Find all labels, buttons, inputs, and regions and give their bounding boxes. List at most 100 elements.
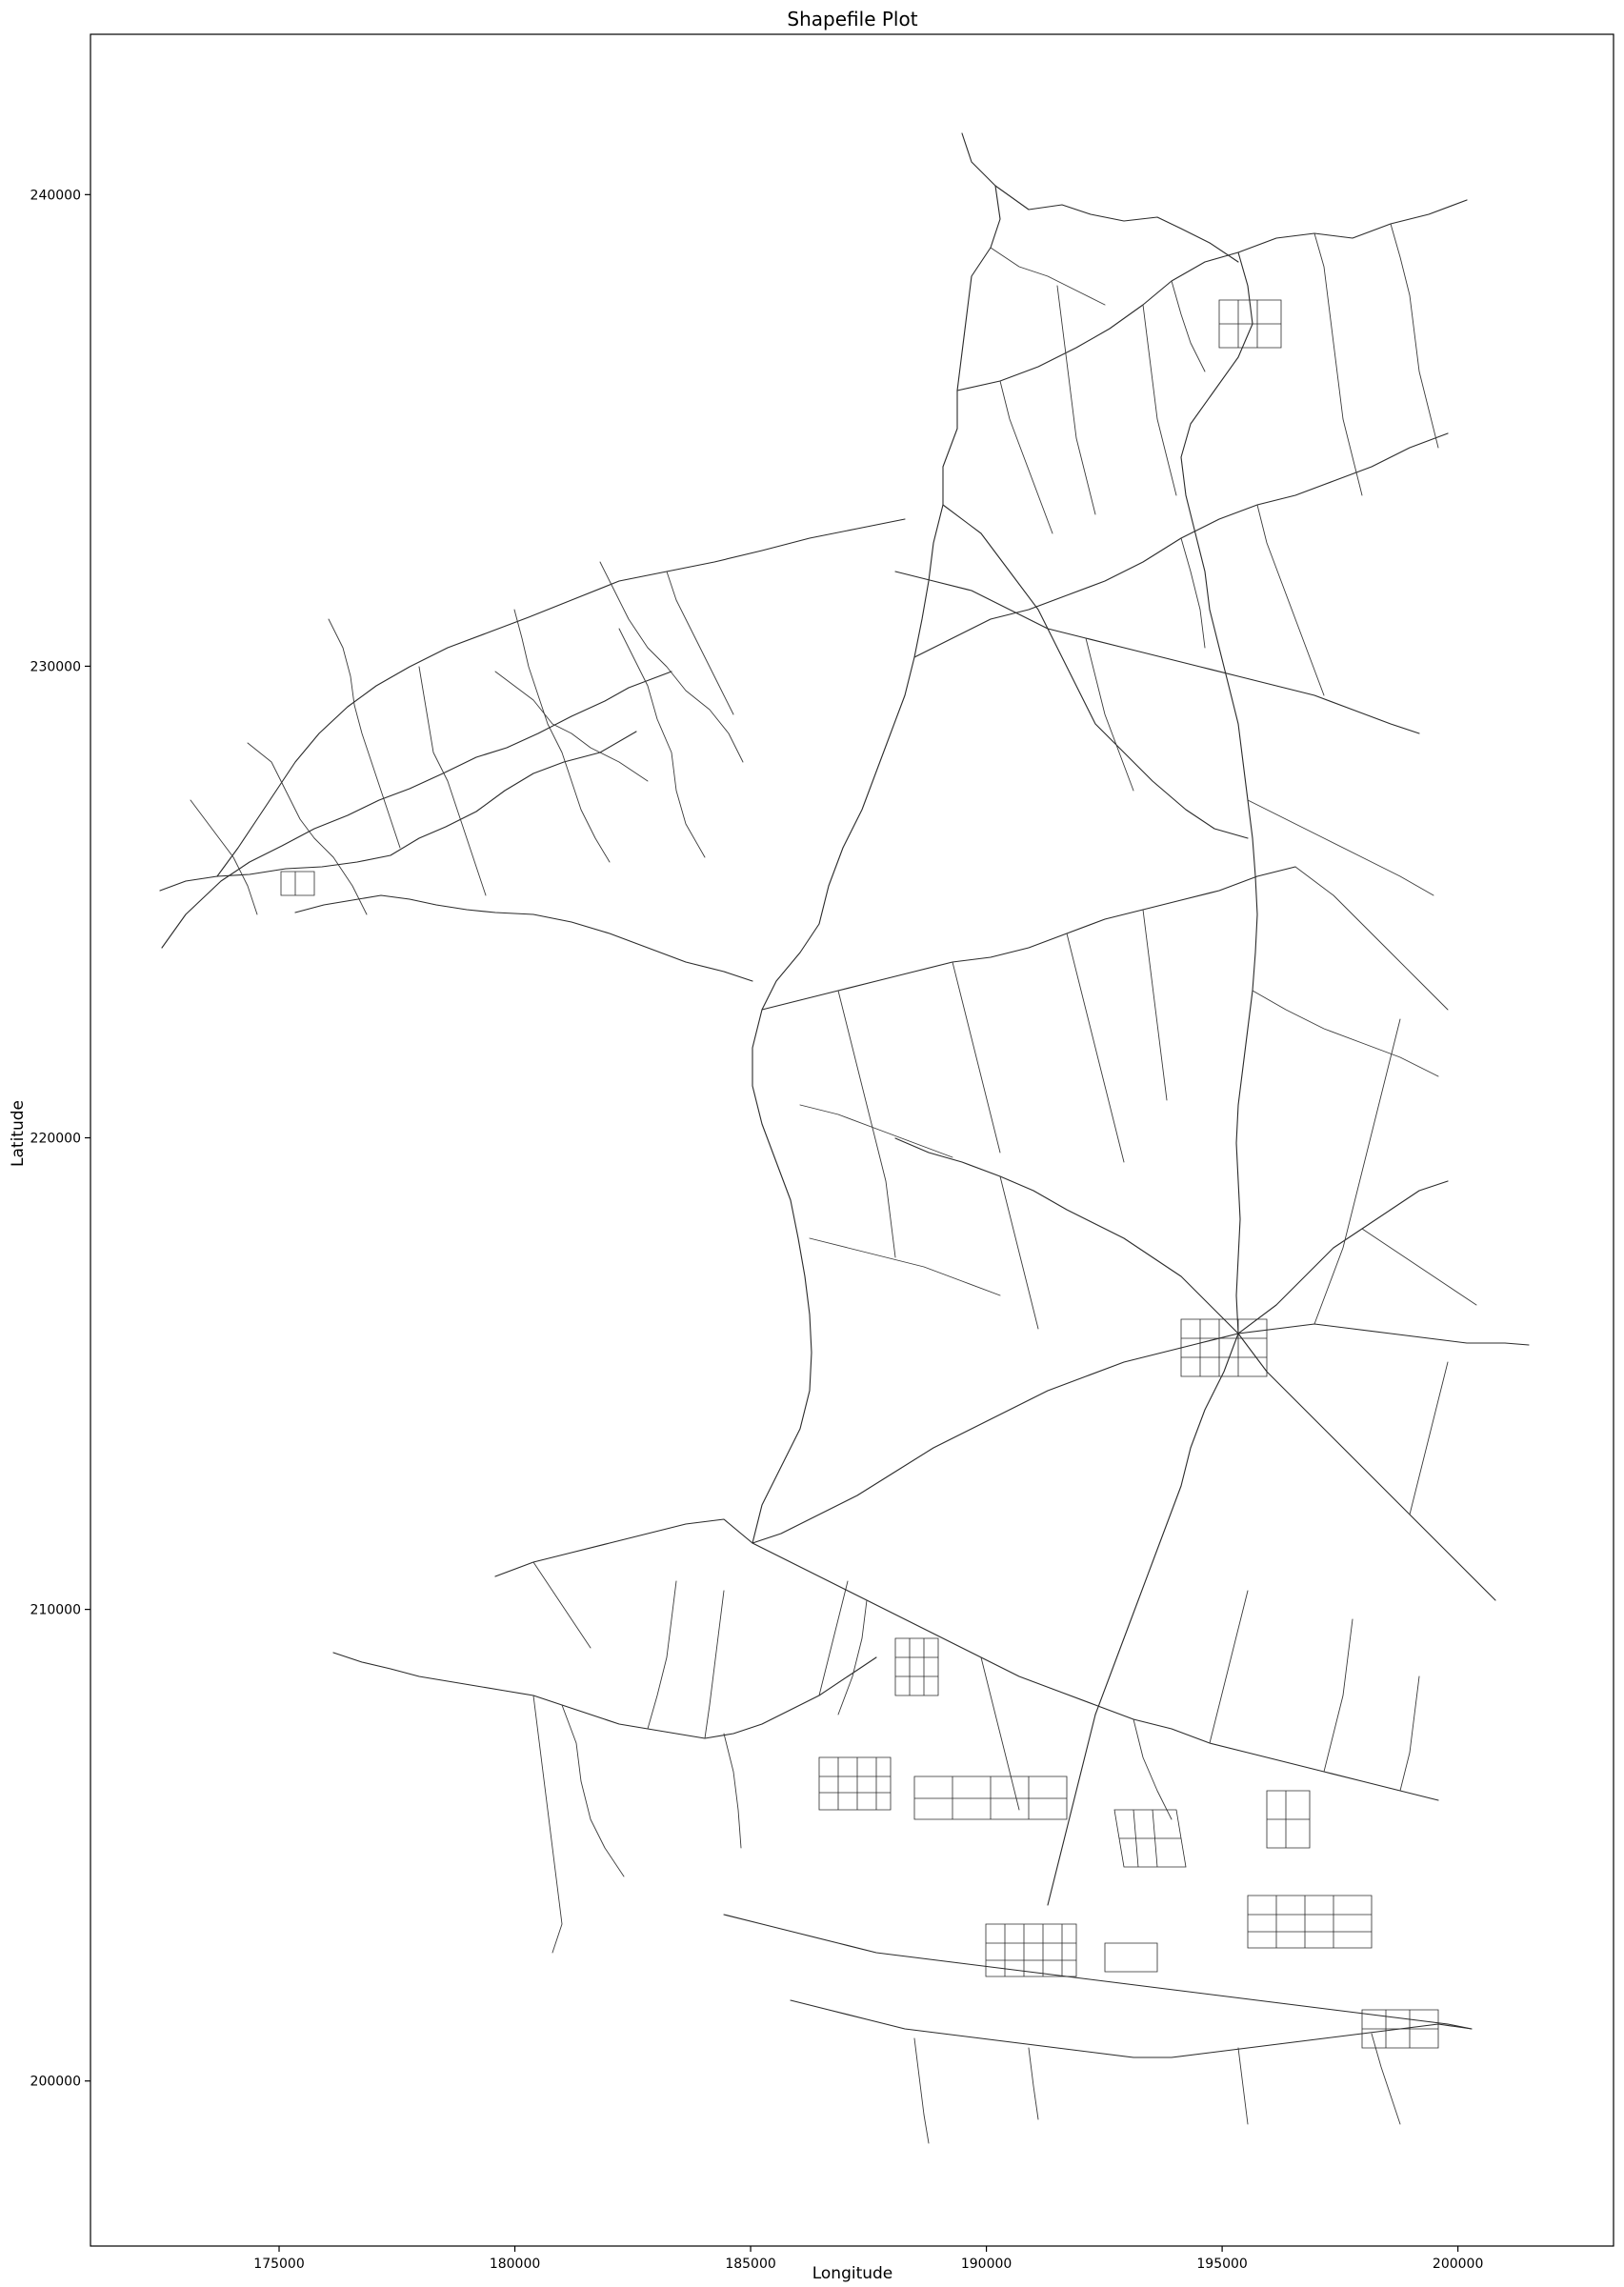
road-line <box>1066 933 1125 1163</box>
y-axis-label: Latitude <box>9 1100 28 1167</box>
axis-ticks: 175000 180000 185000 190000 195000 200000 2000… <box>30 188 1484 2272</box>
road-line <box>1237 1180 1449 1334</box>
road-line <box>1323 1618 1353 1773</box>
road-line <box>1313 1018 1401 1325</box>
road-line <box>332 1652 877 1739</box>
road-line <box>980 1656 1020 1811</box>
road-line <box>956 199 1468 391</box>
road-line <box>1142 304 1177 496</box>
map-title: Shapefile Plot <box>787 8 917 30</box>
road-line <box>1047 1714 1096 1906</box>
road-line <box>1209 1590 1249 1744</box>
road-line <box>418 666 487 896</box>
road-line <box>894 1137 1239 1334</box>
road-line <box>1237 2047 1249 2125</box>
road-line <box>1235 723 1258 1334</box>
road-line <box>161 671 672 949</box>
road-line <box>723 1914 1473 2030</box>
road-line <box>999 1175 1039 1330</box>
town-grids <box>280 299 1439 2049</box>
road-line <box>666 571 734 715</box>
road-line <box>1237 1333 1496 1601</box>
y-tick-label: 200000 <box>30 2075 81 2090</box>
road-line <box>216 518 906 877</box>
y-tick-label: 210000 <box>30 1603 81 1618</box>
road-line <box>723 1733 742 1849</box>
road-line <box>1294 866 1449 1011</box>
road-line <box>1056 285 1096 515</box>
road-line <box>761 866 1296 1011</box>
road-line <box>894 571 1420 734</box>
road-line <box>1085 637 1134 792</box>
road-network <box>159 132 1530 2144</box>
town-grid <box>1180 1318 1268 1377</box>
road-line <box>561 1704 625 1877</box>
road-line <box>532 1695 563 1954</box>
road-line <box>647 1580 677 1730</box>
road-line <box>999 380 1053 534</box>
road-line <box>1371 2033 1401 2125</box>
road-line <box>1180 537 1206 649</box>
town-grid <box>913 1775 1068 1820</box>
road-line <box>1256 504 1325 696</box>
road-line <box>1313 232 1363 496</box>
road-line <box>913 2037 930 2144</box>
town-grid <box>1218 299 1282 349</box>
x-tick-label: 175000 <box>253 2257 304 2272</box>
road-line <box>618 628 706 858</box>
road-line <box>1094 1333 1239 1715</box>
road-line <box>1028 2047 1039 2120</box>
town-grid <box>1247 1895 1373 1949</box>
x-tick-label: 185000 <box>725 2257 775 2272</box>
y-tick-label: 230000 <box>30 659 81 674</box>
road-line <box>1361 1228 1477 1306</box>
road-line <box>494 1518 753 1577</box>
road-line <box>532 1561 591 1649</box>
road-line <box>1390 223 1439 449</box>
road-line <box>159 731 637 892</box>
x-tick-label: 200000 <box>1433 2257 1483 2272</box>
road-line <box>1237 1323 1530 1346</box>
x-axis-label: Longitude <box>812 2264 893 2283</box>
road-line <box>990 247 1106 306</box>
road-line <box>1142 909 1168 1101</box>
x-tick-label: 180000 <box>490 2257 540 2272</box>
road-line <box>837 1599 868 1715</box>
road-line <box>837 990 896 1258</box>
road-line <box>1133 1718 1173 1820</box>
road-line <box>1247 799 1434 896</box>
y-tick-label: 220000 <box>30 1132 81 1147</box>
town-grid <box>1361 2009 1439 2049</box>
town-grid <box>280 871 315 896</box>
town-grid <box>894 1637 939 1696</box>
road-line <box>1399 1675 1420 1792</box>
road-line <box>818 1580 849 1696</box>
town-grid <box>1266 1790 1311 1849</box>
road-line <box>190 799 258 915</box>
road-line <box>1252 990 1439 1077</box>
road-line <box>704 1590 725 1739</box>
x-tick-label: 195000 <box>1196 2257 1247 2272</box>
road-line <box>752 132 1001 1544</box>
town-grid <box>818 1756 892 1811</box>
road-line <box>809 1237 1001 1296</box>
town-grid <box>1104 1942 1158 1973</box>
road-line <box>994 185 1239 263</box>
road-line <box>247 742 368 915</box>
road-line <box>513 609 611 863</box>
road-line <box>942 504 1249 839</box>
road-line <box>494 671 649 782</box>
road-line <box>1171 280 1206 372</box>
town-grid <box>1113 1809 1187 1868</box>
road-line <box>799 1104 953 1158</box>
road-line <box>294 894 753 982</box>
road-line <box>752 1333 1239 1544</box>
road-line <box>328 618 401 849</box>
road-line <box>599 561 744 763</box>
town-grid <box>985 1923 1077 1977</box>
y-tick-label: 240000 <box>30 188 81 203</box>
road-line <box>1180 251 1253 725</box>
axes-frame <box>90 33 1614 2247</box>
